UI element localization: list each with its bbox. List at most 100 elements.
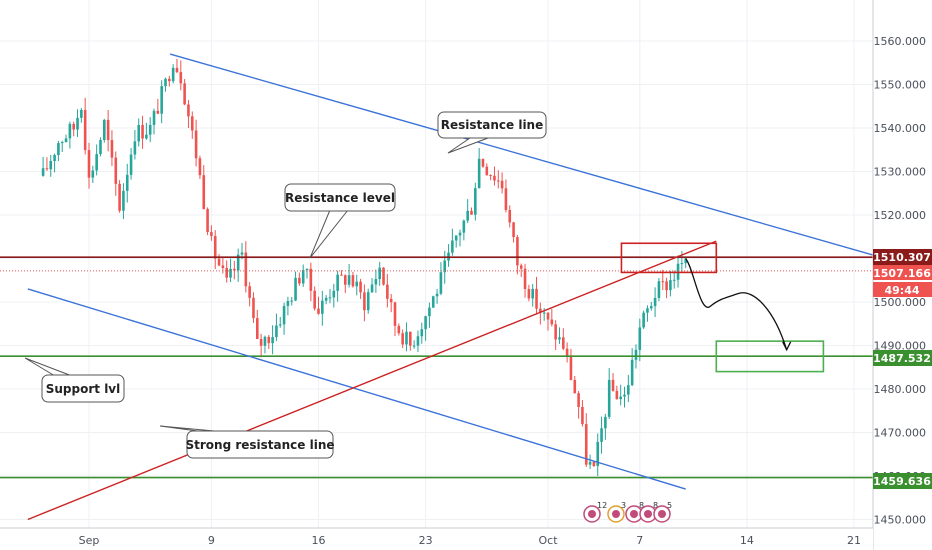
candle-body (164, 78, 167, 87)
trendline-upper-channel (169, 53, 932, 273)
callout-pointer (24, 357, 73, 377)
candle-body (160, 86, 163, 114)
candle-body (684, 258, 687, 264)
boxes (620, 242, 825, 373)
candle-body (152, 110, 156, 125)
candle-body (190, 116, 194, 131)
x-tick-label: 21 (847, 534, 861, 547)
candle-body (233, 268, 236, 271)
candle-body (259, 338, 263, 346)
candle-body (569, 355, 573, 380)
candle-body (382, 267, 385, 285)
plot-background (0, 0, 873, 528)
candle-body (141, 124, 144, 139)
candles (41, 58, 687, 476)
event-count: 8 (653, 501, 658, 510)
candle-body (516, 237, 519, 266)
candle-body (60, 142, 64, 144)
candle-body (129, 154, 133, 175)
event-markers[interactable]: 12 3 8 8 5 (583, 501, 672, 523)
candle-body (642, 312, 645, 328)
time-axis[interactable]: Sep 9 16 23 Oct 7 14 21 (0, 527, 873, 550)
candle-body (604, 416, 607, 429)
callout-pointer (447, 137, 489, 154)
candle-body (122, 190, 125, 211)
candle-body (256, 318, 259, 339)
price-tag-countdown-text: 49:44 (884, 284, 919, 297)
candle-body (45, 168, 49, 170)
candle-body (290, 300, 294, 302)
candle-body (378, 267, 381, 280)
candle-body (198, 158, 202, 176)
candle-body (451, 240, 454, 253)
candle-body (366, 292, 370, 311)
candle-body (519, 265, 523, 269)
candle-body (374, 279, 378, 285)
candle-body (313, 290, 316, 309)
candle-body (546, 312, 550, 320)
candle-body (156, 110, 160, 114)
candle-body (496, 180, 500, 182)
candle-body (271, 337, 274, 344)
candle-body (393, 302, 397, 326)
candle-body (550, 319, 554, 325)
candle-body (236, 254, 240, 271)
candle-body (420, 329, 424, 337)
candle-body (187, 104, 190, 117)
event-marker-flag-icon[interactable]: 8 (639, 501, 658, 523)
candle-body (370, 284, 374, 293)
candle-body (72, 123, 75, 130)
candle-body (267, 336, 271, 344)
candle-body (592, 461, 596, 466)
candle-body (347, 275, 351, 285)
candle-body (539, 308, 542, 313)
candle-body (466, 210, 469, 221)
y-tick-label: 1550.000 (874, 79, 927, 92)
price-tag-current-text: 1507.166 (873, 267, 931, 280)
candle-body (309, 268, 313, 291)
projection-arrow (685, 258, 792, 352)
candle-body (669, 280, 672, 291)
green-box (715, 340, 825, 373)
candle-body (53, 155, 56, 162)
y-tick-label: 1530.000 (874, 166, 927, 179)
candle-body (596, 441, 600, 466)
callout-resistance-line: Resistance line (437, 111, 547, 154)
price-tag-resistance-text: 1510.307 (873, 251, 931, 264)
event-count: 3 (621, 501, 626, 510)
candle-body (565, 348, 569, 356)
candle-body (328, 297, 332, 299)
candle-body (278, 324, 282, 326)
candle-body (95, 154, 98, 171)
candle-body (148, 124, 152, 135)
candle-body (99, 139, 102, 155)
event-count: 5 (667, 501, 672, 510)
candle-body (110, 140, 114, 158)
callout-resistance-line-text: Resistance line (441, 118, 544, 132)
event-marker-flag-icon[interactable]: 3 (607, 501, 626, 523)
candle-body (397, 325, 401, 334)
event-marker-flag-icon[interactable]: 12 (583, 501, 607, 523)
callout-pointer (309, 209, 349, 259)
candle-body (41, 168, 45, 176)
candle-body (542, 312, 546, 314)
event-marker-flag-icon[interactable]: 5 (653, 501, 672, 523)
candle-body (91, 170, 95, 178)
callout-strong-resistance-text: Strong resistance line (185, 438, 334, 452)
y-tick-label: 1540.000 (874, 122, 927, 135)
candle-body (317, 308, 320, 314)
price-tag-support-text: 1487.532 (873, 352, 931, 365)
event-marker-flag-icon[interactable]: 8 (625, 501, 644, 523)
candle-body (627, 385, 630, 395)
candle-body (527, 288, 531, 299)
candle-body (634, 349, 638, 360)
trend-lines (27, 53, 932, 521)
candle-body (355, 281, 359, 287)
candle-body (76, 117, 79, 130)
candle-body (80, 110, 83, 118)
candle-body (412, 345, 416, 347)
candle-body (175, 67, 179, 73)
arrowhead-icon (782, 341, 792, 352)
candle-body (137, 124, 141, 142)
